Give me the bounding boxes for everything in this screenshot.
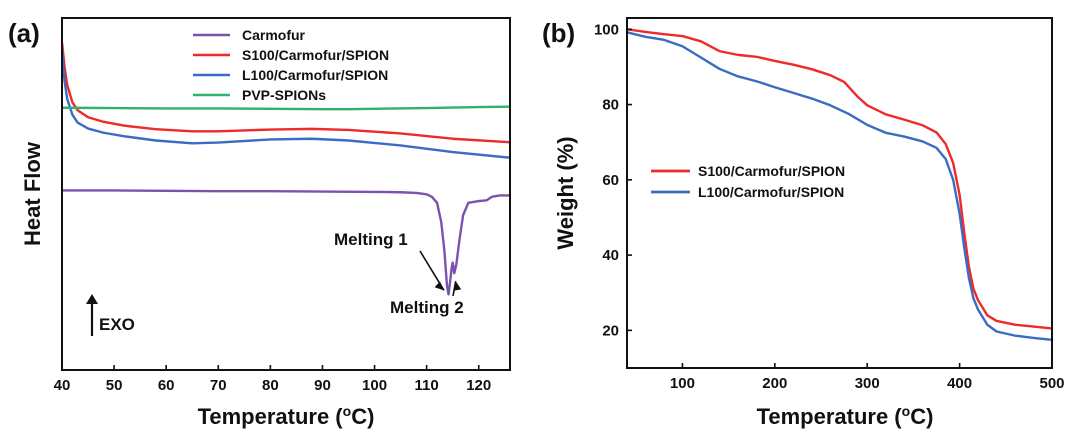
x-tick-label: 500 <box>1039 375 1064 392</box>
series-line-l100-carmofur-spion <box>62 48 510 159</box>
y-tick-label: 40 <box>602 247 619 264</box>
legend: S100/Carmofur/SPION L100/Carmofur/SPION <box>651 163 845 200</box>
x-tick-label: 400 <box>947 375 972 392</box>
panel-label: (b) <box>542 18 575 48</box>
annotation-melting-1: Melting 1 <box>334 230 408 249</box>
x-tick-label: 110 <box>415 377 439 394</box>
annotation-exo: EXO <box>99 315 135 334</box>
legend-label-s100-carmofur-spion: S100/Carmofur/SPION <box>698 163 845 179</box>
plot-frame <box>61 17 511 371</box>
legend-label-l100-carmofur-spion: L100/Carmofur/SPION <box>698 184 844 200</box>
series-line-carmofur <box>62 189 510 296</box>
annotation-arrowhead-melting-2 <box>453 281 462 291</box>
legend-label-pvp-spions: PVP-SPIONs <box>242 87 326 103</box>
legend-label-carmofur: Carmofur <box>242 27 306 43</box>
legend-label-s100-carmofur-spion: S100/Carmofur/SPION <box>242 47 389 63</box>
x-tick-label: 60 <box>158 377 175 394</box>
y-tick-label: 80 <box>602 97 619 114</box>
x-tick-label: 300 <box>855 375 880 392</box>
panel-b-tga-chart: 100 200 300 400 500 20 40 60 80 100 (b) Weight (%) T… <box>542 17 1065 429</box>
y-tick-label: 20 <box>602 322 619 339</box>
series-group <box>627 28 1052 341</box>
x-axis-title: Temperature (oC) <box>198 403 375 429</box>
panel-a-dsc-chart: 40 50 60 70 80 90 100 110 120 (a) Heat Flow Tempera… <box>8 17 511 429</box>
exo-arrowhead <box>86 294 98 304</box>
series-line-s100-carmofur-spion <box>62 41 510 144</box>
x-tick-label: 200 <box>762 375 787 392</box>
series-line-pvp-spions <box>62 105 510 111</box>
y-tick-label: 100 <box>594 21 619 38</box>
x-tick-label: 120 <box>466 377 491 394</box>
x-axis-title: Temperature (oC) <box>757 403 934 429</box>
legend: Carmofur S100/Carmofur/SPION L100/Carmofur… <box>193 27 389 103</box>
series-line-l100-carmofur-spion <box>627 31 1052 341</box>
x-tick-label: 100 <box>670 375 695 392</box>
panel-label: (a) <box>8 18 40 48</box>
x-tick-label: 80 <box>262 377 279 394</box>
x-tick-label: 50 <box>106 377 123 394</box>
annotation-arrowhead-melting-1 <box>434 281 444 291</box>
series-group <box>62 41 510 296</box>
y-axis-title: Weight (%) <box>553 136 578 249</box>
legend-label-l100-carmofur-spion: L100/Carmofur/SPION <box>242 67 388 83</box>
x-tick-label: 100 <box>362 377 387 394</box>
plot-frame <box>626 17 1053 369</box>
y-tick-label: 60 <box>602 172 619 189</box>
annotation-melting-2: Melting 2 <box>390 298 464 317</box>
y-axis-title: Heat Flow <box>20 141 45 246</box>
x-tick-label: 40 <box>54 377 71 394</box>
series-line-s100-carmofur-spion <box>627 28 1052 330</box>
x-tick-label: 90 <box>314 377 331 394</box>
x-tick-label: 70 <box>210 377 227 394</box>
annotations: Melting 1 Melting 2 EXO <box>86 230 464 336</box>
